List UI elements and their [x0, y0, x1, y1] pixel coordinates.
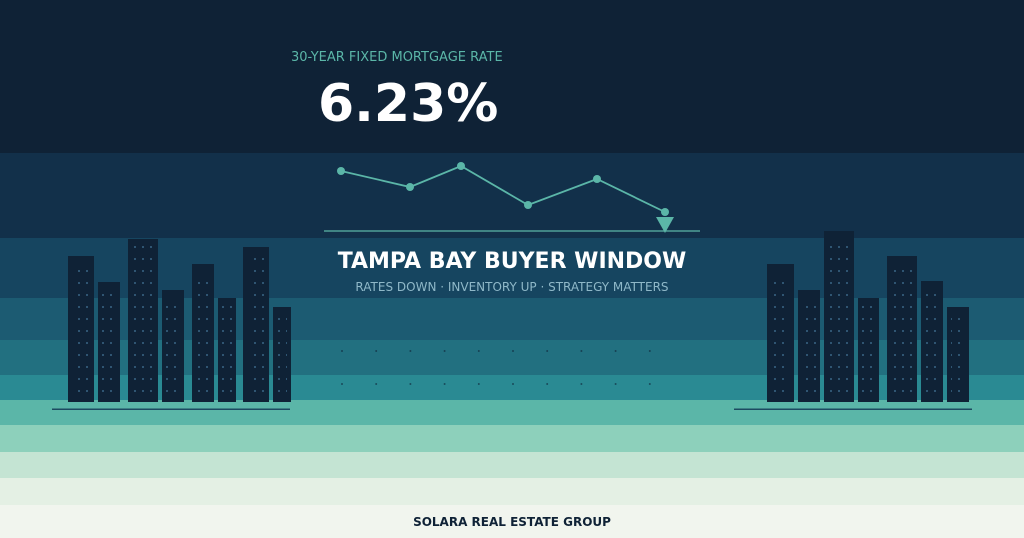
dot	[443, 383, 446, 385]
brand: SOLARA REAL ESTATE GROUP	[413, 515, 611, 529]
dot	[375, 383, 378, 385]
rate-label: 30-YEAR FIXED MORTGAGE RATE	[291, 50, 503, 65]
skyline-windows	[72, 238, 965, 398]
dot	[477, 383, 480, 385]
sparkline	[324, 162, 700, 233]
dot	[477, 350, 480, 352]
dot	[614, 350, 617, 352]
dot	[512, 383, 514, 385]
dot	[375, 350, 378, 352]
dot	[546, 383, 549, 385]
dot	[443, 350, 446, 352]
dot	[341, 350, 343, 352]
headline-subtitle: RATES DOWN · INVENTORY UP · STRATEGY MAT…	[355, 280, 668, 294]
dot	[409, 350, 412, 352]
dot	[512, 350, 514, 352]
dot	[580, 350, 583, 352]
dot	[614, 383, 617, 385]
dot	[580, 383, 583, 385]
dot	[648, 350, 651, 352]
dot	[409, 383, 412, 385]
dot	[648, 383, 651, 385]
dot	[341, 383, 343, 385]
rate-value: 6.23%	[318, 74, 498, 134]
headline-title: TAMPA BAY BUYER WINDOW	[338, 249, 687, 274]
dot-grid	[341, 350, 651, 385]
dot	[546, 350, 549, 352]
